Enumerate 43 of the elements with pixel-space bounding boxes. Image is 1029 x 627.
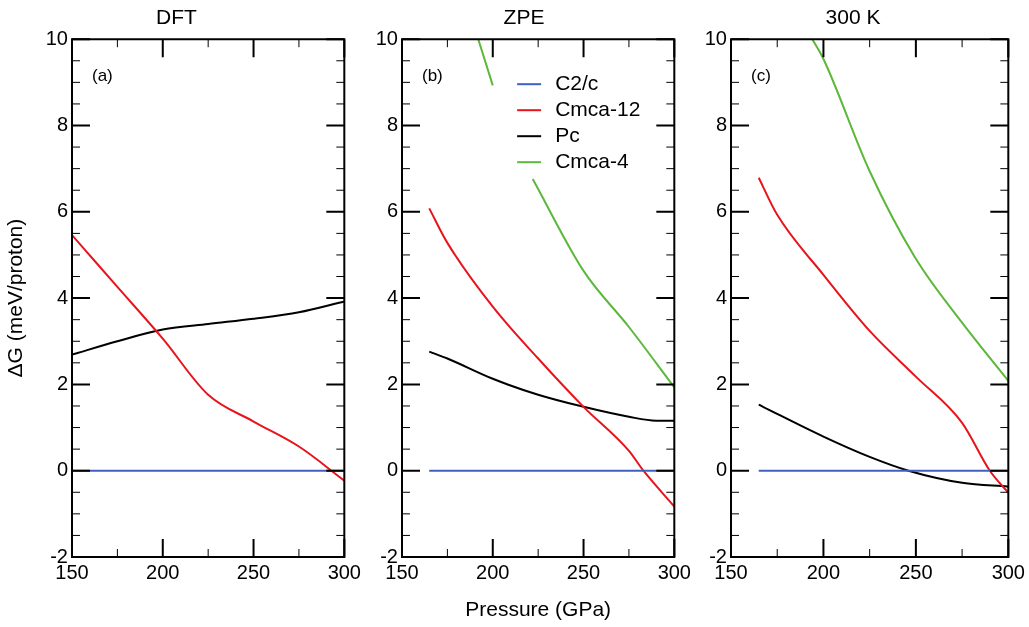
y-tick-label: 8 [56, 113, 68, 136]
line-series [428, 207, 675, 508]
y-tick-label: 10 [45, 26, 68, 49]
y-tick-label: 4 [386, 285, 398, 308]
annotation: (b) [422, 65, 443, 85]
x-tick-label: 300 [991, 560, 1025, 583]
x-axis-title: Pressure (GPa) [465, 597, 612, 621]
y-tick-label: 6 [715, 199, 727, 222]
y-tick-label: 6 [56, 199, 68, 222]
y-tick-label: 8 [715, 113, 727, 136]
x-tick-label: 200 [806, 560, 841, 583]
y-tick-label: 10 [375, 26, 398, 49]
y-tick-label: 4 [56, 285, 68, 308]
y-tick-label: 2 [715, 371, 727, 394]
x-tick-label: 200 [146, 560, 180, 583]
x-tick-label: 300 [327, 560, 361, 583]
y-tick-label: 10 [704, 26, 727, 49]
x-tick-label: 300 [657, 560, 691, 583]
y-tick-label: 0 [386, 458, 398, 481]
annotation: (a) [92, 65, 113, 85]
x-tick-label: 250 [899, 560, 933, 583]
line-series [72, 234, 345, 482]
legend-label: Cmca-4 [555, 149, 629, 172]
y-axis-title: ΔG (meV/proton) [3, 218, 27, 378]
chart-title: 300 K [825, 5, 881, 29]
y-tick-label: 4 [715, 285, 727, 308]
y-tick-label: 0 [56, 458, 68, 481]
legend-label: Cmca-12 [555, 97, 641, 120]
y-tick-label: 8 [386, 113, 398, 136]
y-tick-label: 2 [386, 371, 398, 394]
y-tick-label: 2 [56, 371, 68, 394]
x-tick-label: 250 [566, 560, 601, 583]
chart-title: ZPE [503, 5, 545, 29]
line-series [757, 176, 1009, 494]
line-series [811, 39, 1009, 382]
annotation: (c) [751, 65, 771, 85]
chart-title: DFT [156, 5, 198, 29]
y-tick-label: 6 [386, 199, 398, 222]
x-tick-label: 200 [476, 560, 510, 583]
x-tick-label: 250 [236, 560, 271, 583]
legend-label: C2/c [555, 71, 599, 94]
y-tick-label: 0 [715, 458, 727, 481]
legend-label: Pc [555, 123, 580, 146]
